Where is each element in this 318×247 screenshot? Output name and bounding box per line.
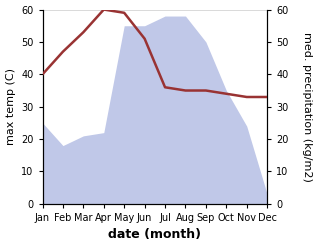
X-axis label: date (month): date (month) xyxy=(108,228,201,242)
Y-axis label: max temp (C): max temp (C) xyxy=(5,68,16,145)
Y-axis label: med. precipitation (kg/m2): med. precipitation (kg/m2) xyxy=(302,32,313,182)
